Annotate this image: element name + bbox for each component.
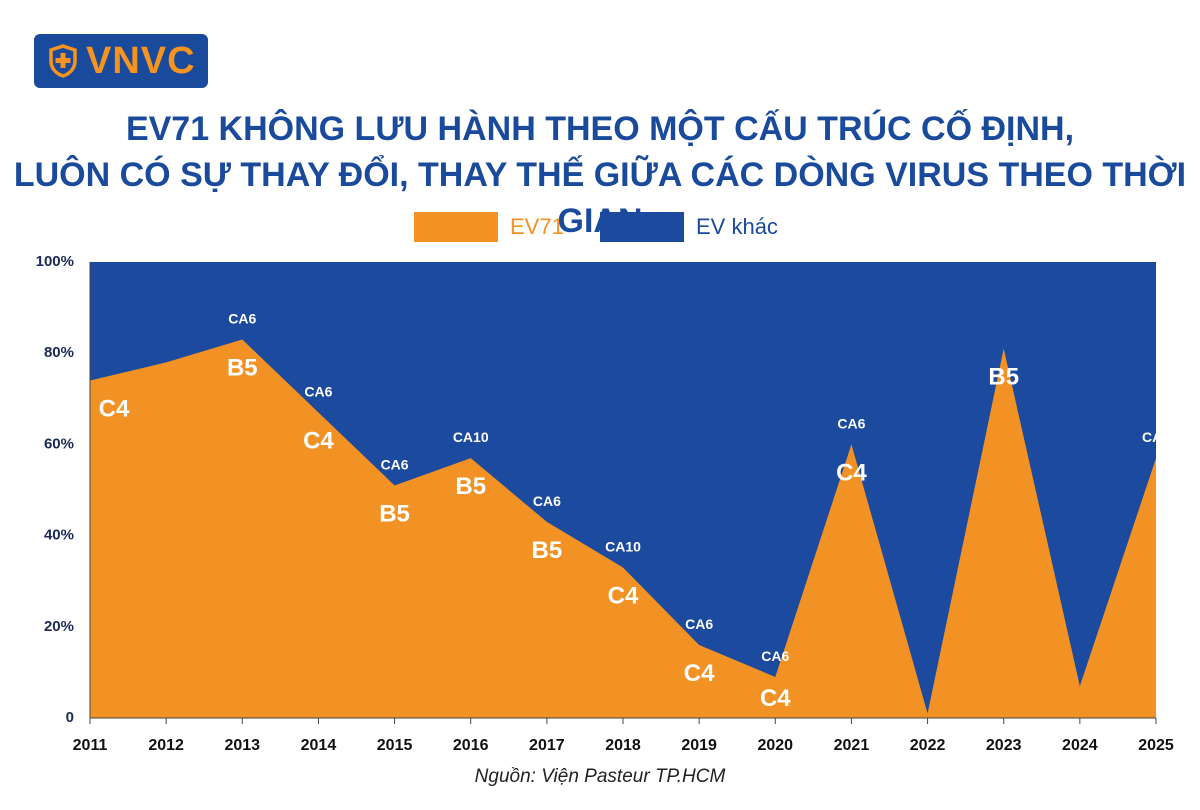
annotation-other-2015: CA6 — [381, 456, 409, 472]
x-tick-label: 2019 — [681, 737, 717, 754]
annotation-other-2013: CA6 — [228, 311, 256, 327]
legend-label-other: EV khác — [696, 214, 778, 239]
legend-item-other: EV khác — [600, 212, 778, 242]
annotation-ev71-2023: B5 — [988, 364, 1019, 391]
x-tick-label: 2023 — [986, 737, 1022, 754]
source-note: Nguồn: Viện Pasteur TP.HCM — [474, 766, 726, 787]
x-tick-label: 2013 — [224, 737, 260, 754]
annotation-other-2014: CA6 — [304, 383, 332, 399]
x-tick-label: 2014 — [301, 737, 337, 754]
annotation-ev71-2018: C4 — [608, 583, 639, 610]
title-line-2: LUÔN CÓ SỰ THAY ĐỔI, THAY THẾ GIỮA CÁC D… — [13, 156, 1187, 240]
y-tick-label: 80% — [44, 344, 74, 361]
annotation-other-2021: CA6 — [837, 415, 865, 431]
annotation-ev71-2021: C4 — [836, 459, 867, 486]
x-tick-label: 2025 — [1138, 737, 1174, 754]
annotation-other-2020: CA6 — [761, 648, 789, 664]
annotation-ev71-2016: B5 — [455, 473, 486, 500]
annotation-ev71-2019: C4 — [684, 660, 715, 687]
x-tick-label: 2024 — [1062, 737, 1098, 754]
x-tick-label: 2016 — [453, 737, 489, 754]
annotation-ev71-2015: B5 — [379, 500, 410, 527]
annotation-other-2017: CA6 — [533, 493, 561, 509]
x-tick-label: 2021 — [834, 737, 870, 754]
annotation-ev71-2013: B5 — [227, 355, 258, 382]
logo-text: VNVC — [86, 39, 196, 82]
shield-cross-icon — [49, 44, 77, 78]
x-tick-label: 2017 — [529, 737, 565, 754]
legend-swatch-other — [600, 212, 684, 242]
x-tick-label: 2012 — [148, 737, 184, 754]
x-tick-label: 2011 — [73, 737, 108, 754]
x-tick-label: 2020 — [757, 737, 793, 754]
annotation-ev71-2014: C4 — [303, 427, 334, 454]
vnvc-logo: VNVC — [34, 34, 208, 88]
y-tick-label: 20% — [44, 618, 74, 635]
y-tick-label: 40% — [44, 527, 74, 544]
annotation-other-2025: CA6 — [1142, 429, 1170, 445]
y-tick-label: 100% — [36, 253, 74, 270]
legend-swatch-ev71 — [414, 212, 498, 242]
title-line-1: EV71 KHÔNG LƯU HÀNH THEO MỘT CẤU TRÚC CỐ… — [125, 110, 1075, 148]
x-tick-label: 2022 — [910, 737, 946, 754]
chart-title: EV71 KHÔNG LƯU HÀNH THEO MỘT CẤU TRÚC CỐ… — [0, 106, 1200, 244]
chart-legend: EV71 EV khác — [0, 212, 1200, 244]
x-tick-label: 2015 — [377, 737, 413, 754]
annotation-other-2019: CA6 — [685, 616, 713, 632]
legend-label-ev71: EV71 — [510, 214, 564, 239]
area-chart: 0 20% 40% 60% 80% 100% 2011 2012 2013 2014 2015 201… — [36, 253, 1174, 754]
series-area-ev71 — [90, 339, 1156, 718]
legend-item-ev71: EV71 — [414, 212, 564, 242]
annotation-other-2018: CA10 — [605, 539, 641, 555]
annotation-ev71-2011: C4 — [99, 396, 130, 423]
y-tick-label: 60% — [44, 435, 74, 452]
x-tick-label: 2018 — [605, 737, 641, 754]
y-tick-label: 0 — [66, 709, 74, 726]
annotation-ev71-2017: B5 — [532, 537, 563, 564]
annotation-other-2016: CA10 — [453, 429, 489, 445]
annotation-ev71-2020: C4 — [760, 685, 791, 712]
